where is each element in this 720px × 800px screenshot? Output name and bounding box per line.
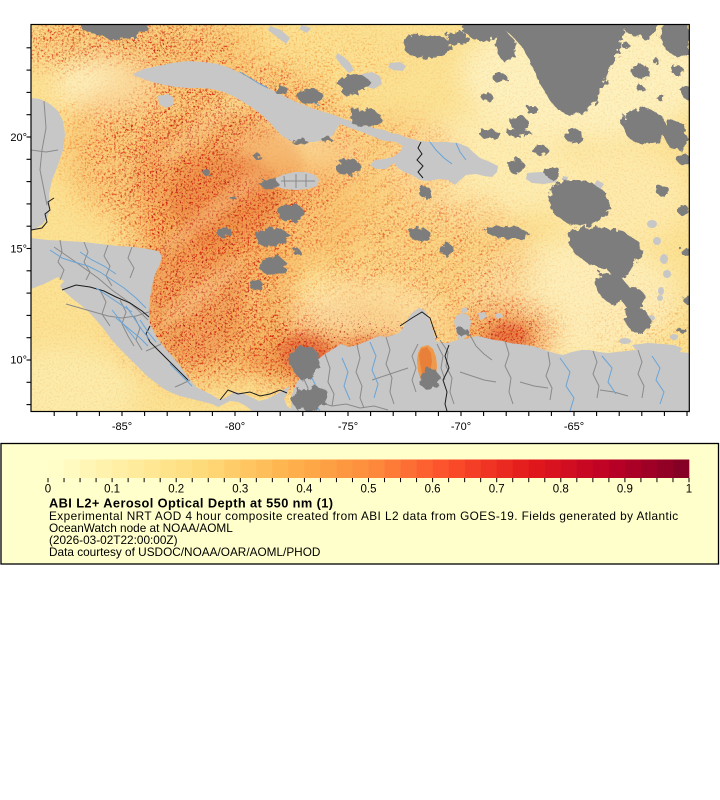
- svg-text:-75°: -75°: [338, 421, 358, 433]
- svg-text:1: 1: [686, 484, 692, 496]
- svg-text:10°: 10°: [10, 355, 27, 367]
- svg-text:0.9: 0.9: [617, 484, 633, 496]
- svg-text:0.2: 0.2: [168, 484, 184, 496]
- svg-text:-80°: -80°: [225, 421, 245, 433]
- svg-text:0: 0: [45, 484, 51, 496]
- svg-text:ABI L2+ Aerosol Optical Depth: ABI L2+ Aerosol Optical Depth at 550 nm …: [49, 496, 333, 511]
- svg-text:0.3: 0.3: [232, 484, 248, 496]
- svg-text:0.5: 0.5: [361, 484, 377, 496]
- svg-text:0.7: 0.7: [489, 484, 505, 496]
- svg-text:20°: 20°: [10, 132, 27, 144]
- svg-text:-65°: -65°: [564, 421, 584, 433]
- svg-text:0.4: 0.4: [296, 484, 313, 496]
- svg-text:-85°: -85°: [112, 421, 132, 433]
- svg-text:-70°: -70°: [451, 421, 471, 433]
- svg-text:0.6: 0.6: [425, 484, 441, 496]
- svg-text:0.1: 0.1: [104, 484, 120, 496]
- svg-text:15°: 15°: [10, 244, 27, 256]
- svg-text:0.8: 0.8: [553, 484, 569, 496]
- svg-text:Data courtesy of USDOC/NOAA/OA: Data courtesy of USDOC/NOAA/OAR/AOML/PHO…: [49, 545, 320, 559]
- svg-text:OceanWatch node at NOAA/AOML: OceanWatch node at NOAA/AOML: [49, 521, 233, 535]
- svg-text:Experimental NRT AOD 4 hour co: Experimental NRT AOD 4 hour composite cr…: [49, 509, 679, 523]
- svg-text:(2026-03-02T22:00:00Z): (2026-03-02T22:00:00Z): [49, 533, 178, 547]
